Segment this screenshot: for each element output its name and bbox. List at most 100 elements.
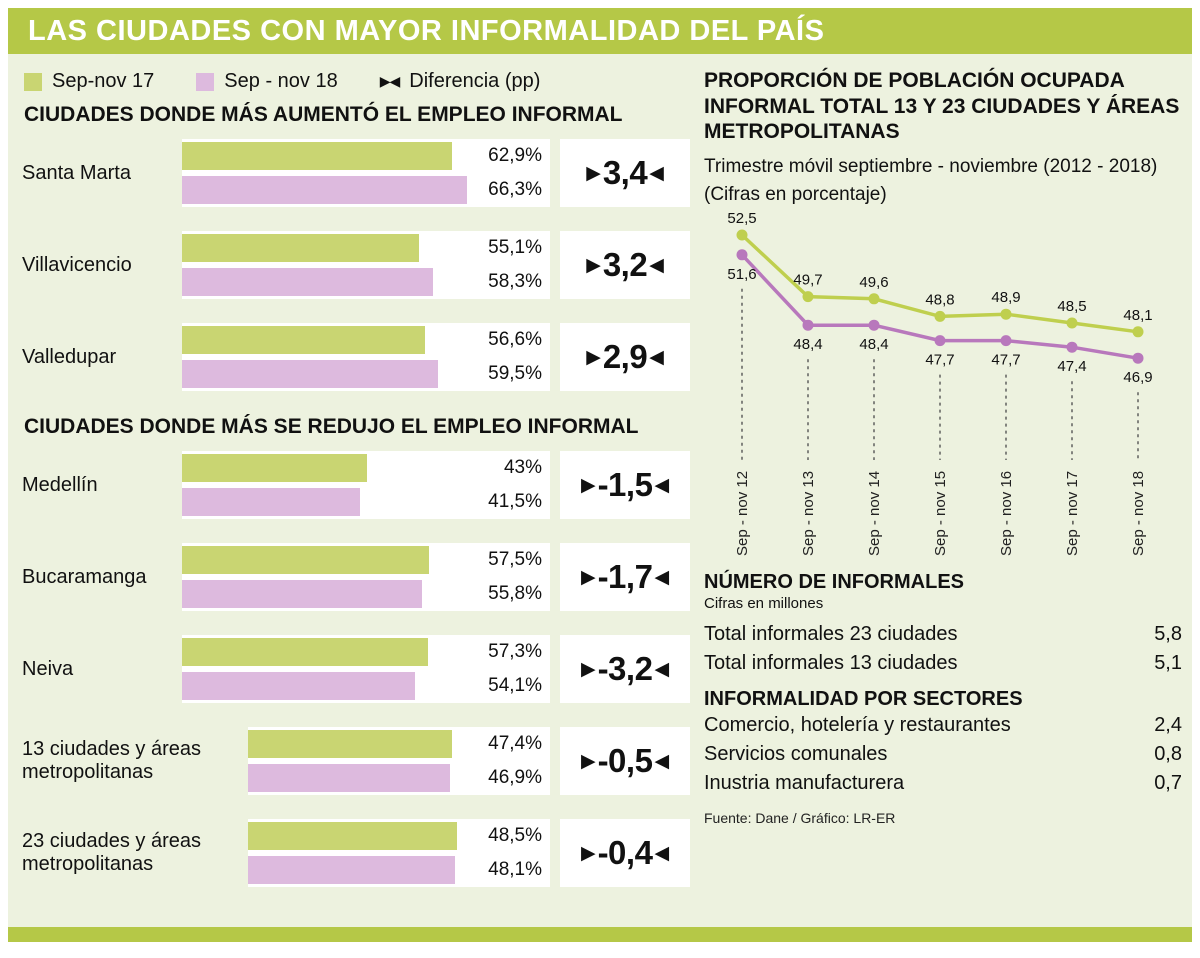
bar-sep17 bbox=[182, 326, 426, 354]
bar-sep18 bbox=[182, 672, 415, 700]
green-line-point bbox=[868, 292, 880, 304]
bar-track: 62,9% 66,3% bbox=[182, 139, 550, 207]
legend: Sep-nov 17 Sep - nov 18 ▶◀ Diferencia (p… bbox=[24, 70, 690, 93]
trend-column: PROPORCIÓN DE POBLACIÓN OCUPADA INFORMAL… bbox=[704, 66, 1186, 923]
bar-track: 55,1% 58,3% bbox=[182, 231, 550, 299]
data-row: Comercio, hotelería y restaurantes 2,4 bbox=[704, 711, 1182, 740]
triangle-left-icon: ◀ bbox=[649, 346, 664, 368]
difference-value: -1,5 bbox=[597, 466, 653, 503]
category-label: Bucaramanga bbox=[22, 565, 147, 588]
content: Sep-nov 17 Sep - nov 18 ▶◀ Diferencia (p… bbox=[8, 54, 1192, 927]
bar-value-sep18: 48,1% bbox=[488, 859, 542, 880]
bar-sep17 bbox=[248, 822, 457, 850]
x-axis-label: Sep - nov 15 bbox=[932, 471, 949, 556]
bar-value-sep17: 56,6% bbox=[488, 329, 542, 350]
legend-label-sep17: Sep-nov 17 bbox=[52, 70, 155, 92]
category-label: Villavicencio bbox=[22, 253, 132, 276]
data-row: Total informales 23 ciudades 5,8 bbox=[704, 620, 1182, 649]
bar-sep18 bbox=[182, 580, 422, 608]
bar-value-sep17: 48,5% bbox=[488, 825, 542, 846]
triangle-right-icon: ▶ bbox=[580, 842, 596, 864]
triangle-right-icon: ▶ bbox=[586, 346, 601, 368]
category-label: 23 ciudades y áreas metropolitanas bbox=[22, 830, 202, 875]
bar-track: 57,3% 54,1% bbox=[182, 635, 550, 703]
bar-row: 41,5% bbox=[182, 488, 550, 516]
difference-value: -1,7 bbox=[597, 558, 653, 595]
bar-sep17 bbox=[182, 546, 430, 574]
footer-bar bbox=[8, 927, 1192, 942]
bar-sep18 bbox=[182, 268, 433, 296]
bar-value-sep17: 57,5% bbox=[488, 549, 542, 570]
difference-box: ▶ -1,5 ◀ bbox=[560, 451, 690, 519]
data-row: Servicios comunales 0,8 bbox=[704, 740, 1182, 769]
data-row: Inustria manufacturera 0,7 bbox=[704, 769, 1182, 798]
data-row: Total informales 13 ciudades 5,1 bbox=[704, 649, 1182, 678]
row-label: Total informales 23 ciudades bbox=[704, 622, 958, 645]
bar-row: 58,3% bbox=[182, 268, 550, 296]
triangle-right-icon: ▶ bbox=[586, 254, 601, 276]
bar-value-sep18: 55,8% bbox=[488, 583, 542, 604]
triangle-left-icon: ◀ bbox=[654, 842, 670, 864]
green-line-point bbox=[736, 229, 748, 241]
point-value-label: 49,6 bbox=[859, 273, 888, 290]
triangle-right-icon: ▶ bbox=[580, 750, 596, 772]
bar-value-sep17: 47,4% bbox=[488, 733, 542, 754]
purple-swatch-icon bbox=[196, 72, 215, 91]
difference-box: ▶ -1,7 ◀ bbox=[560, 543, 690, 611]
bar-chart-increase: Santa Marta 62,9% 66,3% ▶ 3,4 ◀ Villavicencio 5… bbox=[22, 139, 690, 391]
difference-value: 3,4 bbox=[602, 154, 648, 191]
line-chart: Sep - nov 12 Sep - nov 13 Sep - nov 14 Sep … bbox=[704, 208, 1182, 565]
bar-value-sep18: 41,5% bbox=[488, 491, 542, 512]
point-value-label: 48,8 bbox=[925, 291, 954, 308]
bar-row: 57,5% bbox=[182, 546, 550, 574]
trend-subtitle: Trimestre móvil septiembre - noviembre (… bbox=[704, 155, 1158, 177]
purple-line-point bbox=[1000, 334, 1012, 346]
row-value: 2,4 bbox=[1154, 713, 1182, 736]
legend-item-diff: ▶◀ Diferencia (pp) bbox=[380, 70, 541, 93]
section-title-decrease: CIUDADES DONDE MÁS SE REDUJO EL EMPLEO I… bbox=[24, 415, 639, 438]
section-title-increase: CIUDADES DONDE MÁS AUMENTÓ EL EMPLEO INF… bbox=[24, 103, 623, 126]
legend-item-sep18: Sep - nov 18 bbox=[196, 70, 338, 93]
triangle-left-icon: ◀ bbox=[654, 566, 670, 588]
bar-track: 48,5% 48,1% bbox=[248, 819, 550, 887]
category-label: Valledupar bbox=[22, 345, 117, 368]
bar-group: Santa Marta 62,9% 66,3% ▶ 3,4 ◀ bbox=[22, 139, 690, 207]
difference-box: ▶ 3,2 ◀ bbox=[560, 231, 690, 299]
bar-group: 13 ciudades y áreas metropolitanas 47,4% 4… bbox=[22, 727, 690, 795]
bar-sep18 bbox=[182, 176, 468, 204]
bar-row: 46,9% bbox=[248, 764, 550, 792]
difference-arrows-icon: ▶◀ bbox=[379, 73, 401, 89]
row-label: Servicios comunales bbox=[704, 742, 888, 765]
difference-value: -0,5 bbox=[597, 742, 653, 779]
bar-value-sep18: 46,9% bbox=[488, 767, 542, 788]
bar-track: 47,4% 46,9% bbox=[248, 727, 550, 795]
difference-value: 2,9 bbox=[602, 338, 648, 375]
bar-sep17 bbox=[182, 454, 367, 482]
point-value-label: 52,5 bbox=[727, 210, 756, 227]
bar-value-sep18: 54,1% bbox=[488, 675, 542, 696]
green-line-point bbox=[1132, 325, 1144, 337]
point-value-label: 47,7 bbox=[991, 351, 1020, 368]
difference-box: ▶ -3,2 ◀ bbox=[560, 635, 690, 703]
difference-box: ▶ 2,9 ◀ bbox=[560, 323, 690, 391]
bar-group: Bucaramanga 57,5% 55,8% ▶ -1,7 ◀ bbox=[22, 543, 690, 611]
category-label: 13 ciudades y áreas metropolitanas bbox=[22, 738, 202, 783]
bar-sep17 bbox=[182, 234, 419, 262]
purple-line-point bbox=[934, 334, 946, 346]
bar-row: 47,4% bbox=[248, 730, 550, 758]
row-value: 5,8 bbox=[1154, 622, 1182, 645]
point-value-label: 48,4 bbox=[793, 336, 822, 353]
legend-label-sep18: Sep - nov 18 bbox=[224, 70, 338, 92]
page-title: LAS CIUDADES CON MAYOR INFORMALIDAD DEL … bbox=[28, 14, 825, 47]
difference-box: ▶ -0,4 ◀ bbox=[560, 819, 690, 887]
difference-value: -0,4 bbox=[597, 834, 653, 871]
triangle-left-icon: ◀ bbox=[649, 162, 664, 184]
bar-row: 54,1% bbox=[182, 672, 550, 700]
category-label: Neiva bbox=[22, 657, 74, 680]
point-value-label: 48,9 bbox=[991, 289, 1020, 306]
informales-rows: Total informales 23 ciudades 5,8 Total inf… bbox=[704, 620, 1182, 678]
green-line-point bbox=[1066, 317, 1078, 329]
informales-subtitle: Cifras en millones bbox=[704, 594, 824, 612]
bar-sep17 bbox=[182, 142, 453, 170]
triangle-left-icon: ◀ bbox=[654, 658, 670, 680]
